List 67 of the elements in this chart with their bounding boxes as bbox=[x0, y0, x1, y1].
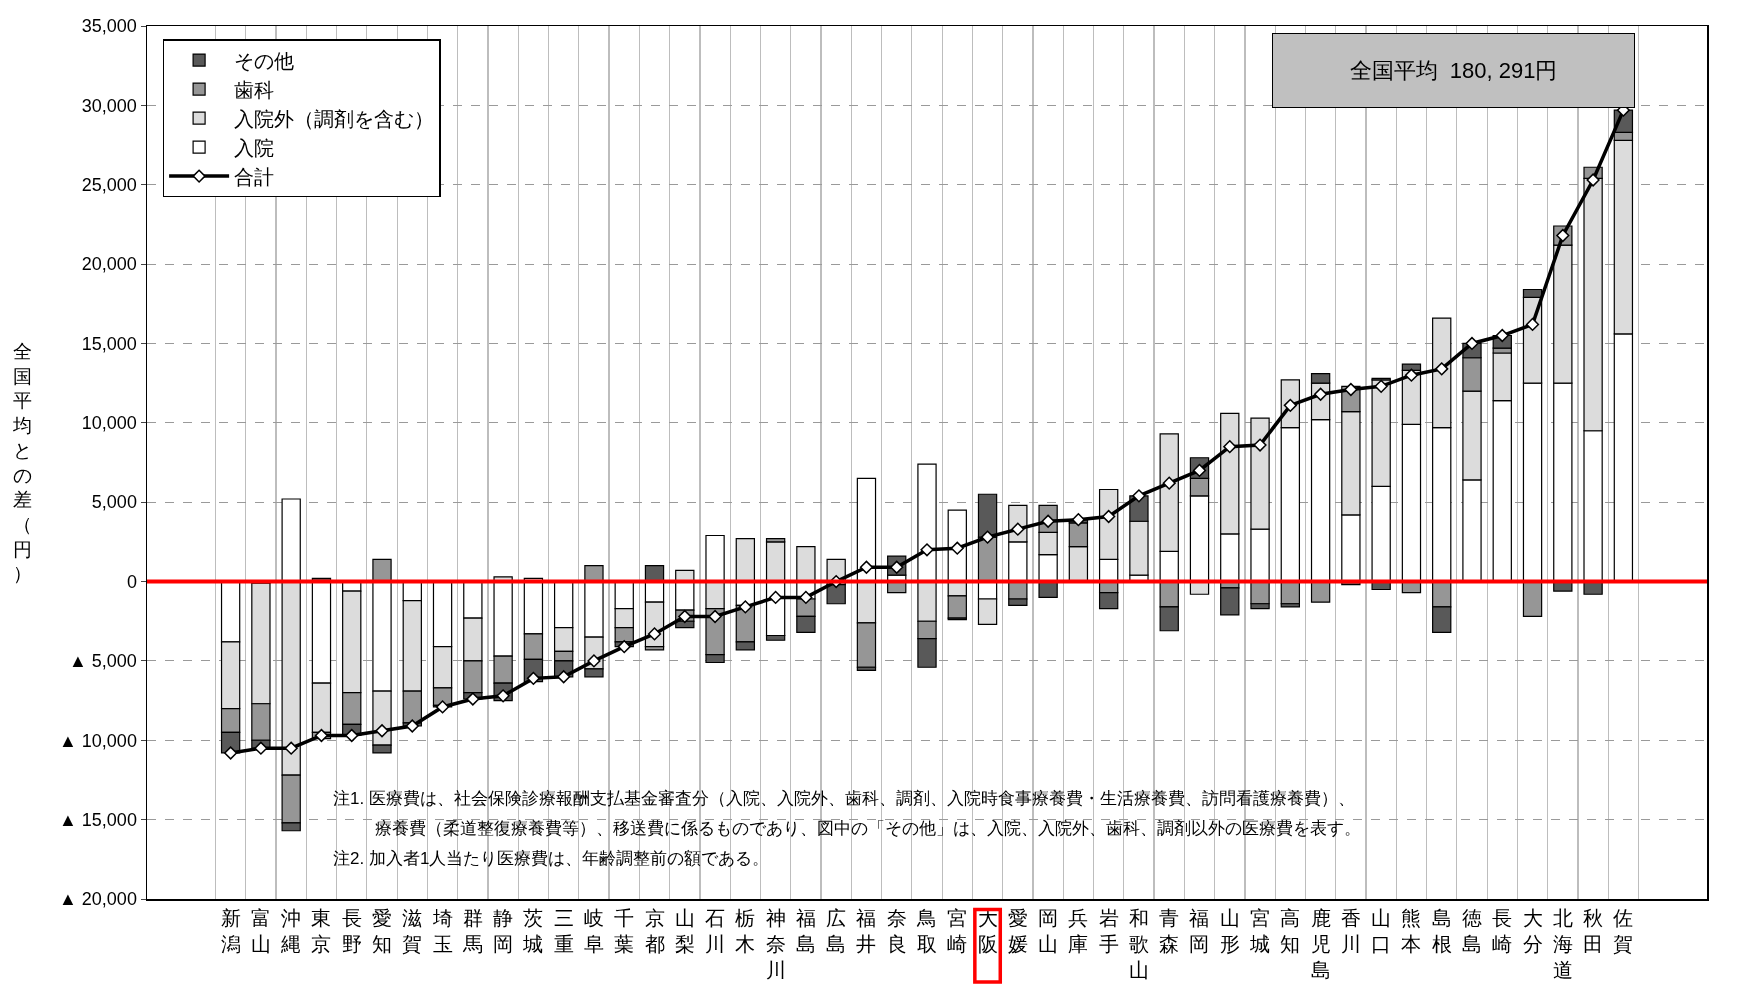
x-tick-label: 栃木 bbox=[735, 906, 756, 955]
x-tick-label: 宮崎 bbox=[947, 906, 968, 955]
x-tick-label: 滋賀 bbox=[402, 906, 423, 955]
x-tick-label: 大分 bbox=[1522, 906, 1543, 955]
x-tick-label: 群馬 bbox=[461, 906, 483, 955]
x-tick-label: 新潟 bbox=[220, 906, 241, 955]
x-tick-label: 福島 bbox=[795, 906, 816, 955]
x-tick-label: 香川 bbox=[1340, 906, 1361, 955]
x-tick-label: 熊本 bbox=[1401, 906, 1422, 955]
x-tick-label: 石川 bbox=[705, 906, 726, 955]
legend-label: 歯科 bbox=[234, 78, 275, 101]
x-tick-label: 広島 bbox=[826, 906, 847, 955]
y-tick-label: 35,000 bbox=[81, 16, 137, 37]
x-tick-label: 千葉 bbox=[614, 906, 635, 955]
x-tick-label: 京都 bbox=[644, 906, 665, 955]
x-tick-label: 鹿児島 bbox=[1310, 906, 1331, 981]
x-tick-label: 神奈川 bbox=[765, 906, 786, 981]
legend-label: 合計 bbox=[234, 165, 275, 188]
x-tick-label: 埼玉 bbox=[431, 906, 453, 955]
annotation: 療養費（柔道整復療養費等）、移送費に係るものであり、図中の「その他」は、入院、入院外、歯科、調剤以外の医療費を表す。 bbox=[375, 819, 1361, 838]
y-tick-label: 20,000 bbox=[81, 254, 137, 275]
x-tick-label: 高知 bbox=[1280, 906, 1301, 955]
x-tick-label: 秋田 bbox=[1583, 906, 1604, 955]
x-tick-label: 富山 bbox=[250, 906, 271, 955]
y-tick-label: 30,000 bbox=[81, 95, 137, 116]
x-tick-label: 茨城 bbox=[522, 906, 544, 955]
x-tick-label: 青森 bbox=[1159, 906, 1180, 955]
x-tick-label: 愛知 bbox=[372, 906, 393, 955]
x-tick-label: 福岡 bbox=[1189, 906, 1210, 955]
x-tick-label: 和歌山 bbox=[1128, 906, 1149, 981]
legend-label: 入院 bbox=[234, 136, 275, 159]
x-tick-label: 岩手 bbox=[1098, 906, 1119, 955]
x-tick-label: 宮城 bbox=[1249, 906, 1271, 955]
x-tick-label: 佐賀 bbox=[1613, 906, 1634, 955]
x-tick-label: 岡山 bbox=[1038, 906, 1059, 955]
annotation: 注1. 医療費は、社会保険診療報酬支払基金審査分（入院、入院外、歯科、調剤、入院時食事療養費・生活療養費、訪問看護療養費）、 bbox=[333, 789, 1355, 808]
x-tick-label: 徳島 bbox=[1461, 906, 1482, 955]
x-tick-label: 静岡 bbox=[493, 906, 514, 955]
legend-label: 入院外（調剤を含む） bbox=[234, 107, 435, 130]
x-tick-label: 愛媛 bbox=[1007, 906, 1028, 955]
annotation: 注2. 加入者1人当たり医療費は、年齢調整前の額である。 bbox=[333, 849, 770, 868]
x-tick-label: 鳥取 bbox=[916, 906, 937, 955]
y-tick-label: 5,000 bbox=[91, 492, 137, 513]
y-tick-label: ▲ 10,000 bbox=[59, 730, 137, 751]
x-tick-label: 島根 bbox=[1431, 906, 1452, 955]
x-tick-label: 長崎 bbox=[1492, 906, 1513, 955]
text: 全国平均との差（円） bbox=[13, 341, 32, 585]
x-tick-label: 兵庫 bbox=[1068, 906, 1089, 955]
x-tick-label: 奈良 bbox=[886, 906, 907, 955]
x-tick-label: 東京 bbox=[311, 906, 332, 955]
legend-label: その他 bbox=[234, 49, 295, 72]
y-tick-label: 25,000 bbox=[81, 175, 137, 196]
y-tick-label: ▲ 15,000 bbox=[59, 809, 137, 830]
x-tick-label: 岐阜 bbox=[583, 906, 604, 955]
x-tick-label: 山梨 bbox=[674, 906, 695, 955]
x-tick-label: 山口 bbox=[1371, 906, 1392, 955]
y-tick-label: ▲ 20,000 bbox=[59, 889, 137, 910]
x-tick-label: 福井 bbox=[856, 906, 877, 955]
x-tick-label: 北海道 bbox=[1552, 906, 1573, 981]
y-tick-label: ▲ 5,000 bbox=[69, 651, 137, 672]
y-tick-label: 0 bbox=[126, 571, 137, 592]
y-tick-label: 15,000 bbox=[81, 333, 137, 354]
x-tick-label: 三重 bbox=[553, 906, 574, 955]
x-tick-label: 長野 bbox=[341, 906, 362, 955]
y-tick-label: 10,000 bbox=[81, 413, 137, 434]
x-tick-label: 山形 bbox=[1219, 906, 1240, 955]
x-tick-label: 沖縄 bbox=[280, 906, 302, 955]
